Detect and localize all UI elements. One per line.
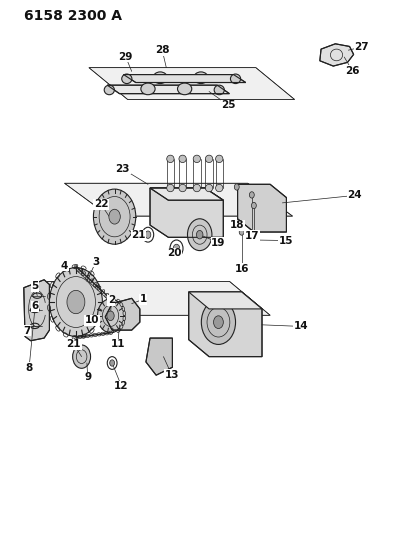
Ellipse shape (215, 184, 222, 192)
Ellipse shape (193, 155, 200, 163)
Circle shape (97, 299, 123, 333)
Polygon shape (188, 292, 261, 309)
Ellipse shape (205, 184, 212, 192)
Text: 24: 24 (346, 190, 361, 200)
Circle shape (93, 189, 135, 244)
Polygon shape (89, 68, 294, 100)
Text: 28: 28 (155, 45, 169, 55)
Circle shape (72, 345, 90, 368)
Circle shape (67, 290, 85, 314)
Ellipse shape (178, 184, 186, 192)
Polygon shape (146, 338, 172, 375)
Polygon shape (237, 184, 286, 232)
Circle shape (234, 184, 238, 190)
Polygon shape (64, 183, 292, 216)
Text: 8: 8 (25, 363, 33, 373)
Text: 26: 26 (344, 66, 359, 76)
Ellipse shape (141, 83, 155, 95)
Text: 1: 1 (139, 294, 146, 304)
Text: 21: 21 (66, 340, 81, 350)
Polygon shape (107, 85, 229, 94)
Text: 16: 16 (234, 264, 249, 273)
Polygon shape (24, 280, 49, 341)
Circle shape (201, 300, 235, 344)
Text: 25: 25 (221, 100, 235, 110)
Circle shape (249, 192, 254, 198)
Text: 23: 23 (115, 164, 130, 174)
Ellipse shape (178, 155, 186, 163)
Text: 3: 3 (92, 257, 99, 266)
Text: 18: 18 (229, 220, 243, 230)
Ellipse shape (215, 155, 222, 163)
Text: 5: 5 (31, 281, 39, 291)
Text: 12: 12 (114, 381, 128, 391)
Circle shape (107, 311, 114, 320)
Circle shape (187, 219, 211, 251)
Text: 13: 13 (164, 370, 178, 379)
Text: 7: 7 (23, 326, 31, 336)
Ellipse shape (166, 155, 174, 163)
Text: 4: 4 (61, 261, 68, 271)
Circle shape (196, 230, 202, 239)
Ellipse shape (193, 72, 207, 84)
Circle shape (49, 268, 102, 336)
Text: 14: 14 (293, 321, 307, 332)
Polygon shape (105, 298, 139, 330)
Ellipse shape (104, 85, 114, 95)
Polygon shape (35, 281, 270, 316)
Circle shape (213, 316, 223, 328)
Ellipse shape (205, 155, 212, 163)
Circle shape (251, 203, 256, 209)
Text: 9: 9 (84, 373, 91, 382)
Polygon shape (150, 188, 223, 200)
Text: 19: 19 (211, 238, 225, 248)
Text: 6158 2300 A: 6158 2300 A (24, 9, 121, 23)
Polygon shape (319, 44, 353, 66)
Text: 15: 15 (278, 236, 292, 246)
Circle shape (173, 244, 179, 253)
Text: 6: 6 (31, 301, 39, 311)
Text: 21: 21 (131, 230, 146, 240)
Ellipse shape (121, 74, 132, 84)
Text: 29: 29 (118, 52, 133, 61)
Ellipse shape (177, 83, 191, 95)
Circle shape (110, 360, 115, 366)
Text: 10: 10 (84, 315, 99, 325)
Text: 22: 22 (94, 199, 108, 209)
Text: 20: 20 (167, 248, 181, 259)
Text: 11: 11 (110, 340, 125, 350)
Polygon shape (150, 188, 223, 237)
Text: 17: 17 (244, 231, 259, 241)
Ellipse shape (153, 72, 167, 84)
Text: 2: 2 (108, 295, 115, 305)
Ellipse shape (193, 184, 200, 192)
Polygon shape (188, 292, 261, 357)
Ellipse shape (230, 74, 240, 84)
Circle shape (145, 231, 151, 238)
Circle shape (238, 229, 243, 235)
Ellipse shape (213, 85, 224, 95)
Circle shape (109, 209, 120, 224)
Ellipse shape (166, 184, 174, 192)
Text: 27: 27 (354, 42, 368, 52)
Polygon shape (123, 75, 245, 83)
